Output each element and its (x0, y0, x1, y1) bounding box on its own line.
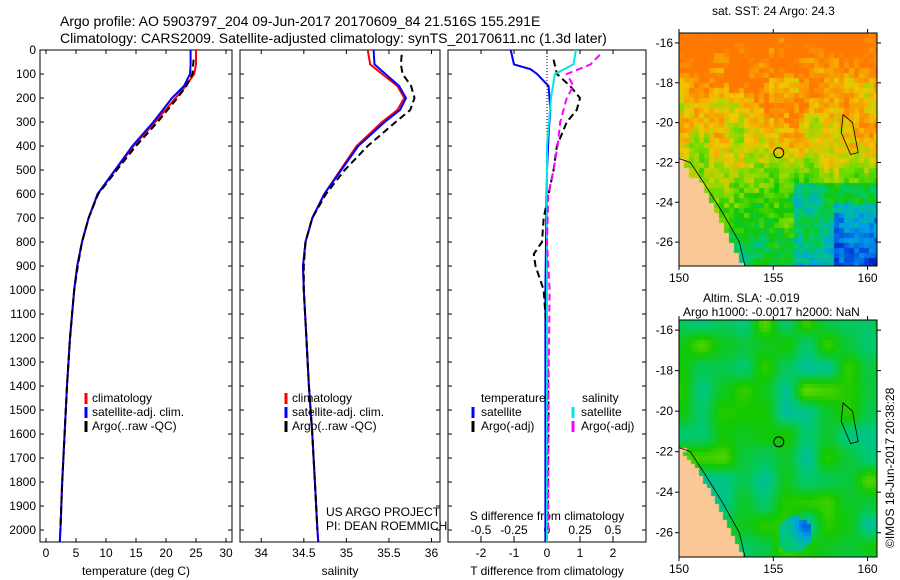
panel-salinity: 34 34.5 35 35.5 36 salinity climatologysatelli… (239, 49, 441, 578)
series-line-s-satellite (546, 49, 577, 542)
legend-title: temperature (481, 391, 546, 405)
legend-label: climatology (292, 391, 352, 405)
y-tick-label: 400 (16, 139, 36, 153)
x-tick-label: 30 (219, 546, 233, 560)
legend-label: satellite-adj. clim. (92, 405, 184, 419)
series-line-satellite-adj-clim- (301, 49, 408, 543)
y-tick-label: 2000 (9, 523, 36, 537)
y-tick-label: 500 (16, 163, 36, 177)
x-tick-label: -1 (509, 546, 520, 560)
y-tick-label: 0 (29, 43, 36, 57)
x-tick-label: 35 (340, 546, 354, 560)
y-tick-label: 900 (16, 259, 36, 273)
legend-label: satellite (581, 405, 622, 419)
series-line-argo-raw-qc- (59, 59, 195, 531)
y-tick-label: 300 (16, 115, 36, 129)
project-credit: US ARGO PROJECT (326, 505, 441, 519)
series-line-argo-raw-qc- (302, 54, 416, 531)
x2-tick-label: -0.25 (500, 523, 528, 537)
y-tick-label: 700 (16, 211, 36, 225)
legend-label: Argo(-adj) (581, 419, 634, 433)
y-tick-label: 1800 (9, 475, 36, 489)
series-line-climatology (58, 50, 197, 543)
sst-map-title: sat. SST: 24 Argo: 24.3 (712, 4, 835, 18)
x-tick-label: -2 (476, 546, 487, 560)
y-tick-label: 1600 (9, 427, 36, 441)
panel-difference: -2 -1 0 1 2 T difference from climatology -0.5… (447, 49, 647, 578)
legend-title: salinity (582, 391, 619, 405)
plot-frame (39, 49, 233, 543)
x-tick-label: 1 (577, 546, 584, 560)
title-line1: Argo profile: AO 5903797_204 09-Jun-2017… (60, 13, 541, 29)
y-tick-label: 1900 (9, 499, 36, 513)
legend-label: satellite (481, 405, 522, 419)
y-tick-label: 800 (16, 235, 36, 249)
y-tick-label: 100 (16, 67, 36, 81)
y-tick-label: 1300 (9, 355, 36, 369)
x2-tick-label: -0.5 (471, 523, 492, 537)
x-tick-label: 20 (159, 546, 173, 560)
sla-heatmap (679, 320, 877, 557)
x2-tick-label: 0.25 (568, 523, 592, 537)
x-tick-label: 10 (99, 546, 113, 560)
series-line-satellite-adj-clim- (58, 50, 192, 543)
legend-label: climatology (92, 391, 152, 405)
y-tick-label: 1500 (9, 403, 36, 417)
title-line2: Climatology: CARS2009. Satellite-adjuste… (60, 30, 607, 46)
plot-frame (239, 49, 441, 543)
x-tick-label: 25 (189, 546, 203, 560)
legend-label: Argo(..raw -QC) (92, 419, 177, 433)
y-tick-label: 1400 (9, 379, 36, 393)
series-line-t-argo-adj- (532, 59, 582, 531)
sla-map-subtitle: Argo h1000: -0.0017 h2000: NaN (683, 305, 860, 319)
x-tick-label: 15 (129, 546, 143, 560)
legend-label: satellite-adj. clim. (292, 405, 384, 419)
series-line-s-argo-adj- (545, 54, 601, 530)
panel-temperature: 0100200300400500600700800900100011001200… (9, 43, 233, 578)
y-tick-label: 200 (16, 91, 36, 105)
legend-label: Argo(..raw -QC) (292, 419, 377, 433)
y-tick-label: 600 (16, 187, 36, 201)
x-tick-label: 35.5 (377, 546, 401, 560)
x-tick-label: 34 (255, 546, 269, 560)
pi-credit: PI: DEAN ROEMMICH (326, 519, 448, 533)
x-tick-label: 5 (73, 546, 80, 560)
x-tick-label: 34.5 (292, 546, 316, 560)
y-tick-label: 1200 (9, 331, 36, 345)
x-axis-label: salinity (322, 564, 359, 578)
x-axis-label: temperature (deg C) (82, 564, 190, 578)
watermark: ©IMOS 18-Jun-2017 20:38:28 (883, 387, 897, 548)
series-line-climatology (301, 49, 406, 543)
x-tick-label: 0 (544, 546, 551, 560)
legend-label: Argo(-adj) (481, 419, 534, 433)
x2-tick-label: 0.5 (605, 523, 622, 537)
x-tick-label: 36 (425, 546, 439, 560)
x-axis-label: T difference from climatology (470, 564, 624, 578)
sst-heatmap (679, 33, 877, 266)
sla-map-title: Altim. SLA: -0.019 (703, 291, 800, 305)
y-tick-label: 1100 (10, 307, 36, 321)
x-tick-label: 2 (610, 546, 617, 560)
y-tick-label: 1700 (9, 451, 36, 465)
x-tick-label: 0 (43, 546, 50, 560)
y-tick-label: 1000 (9, 283, 36, 297)
